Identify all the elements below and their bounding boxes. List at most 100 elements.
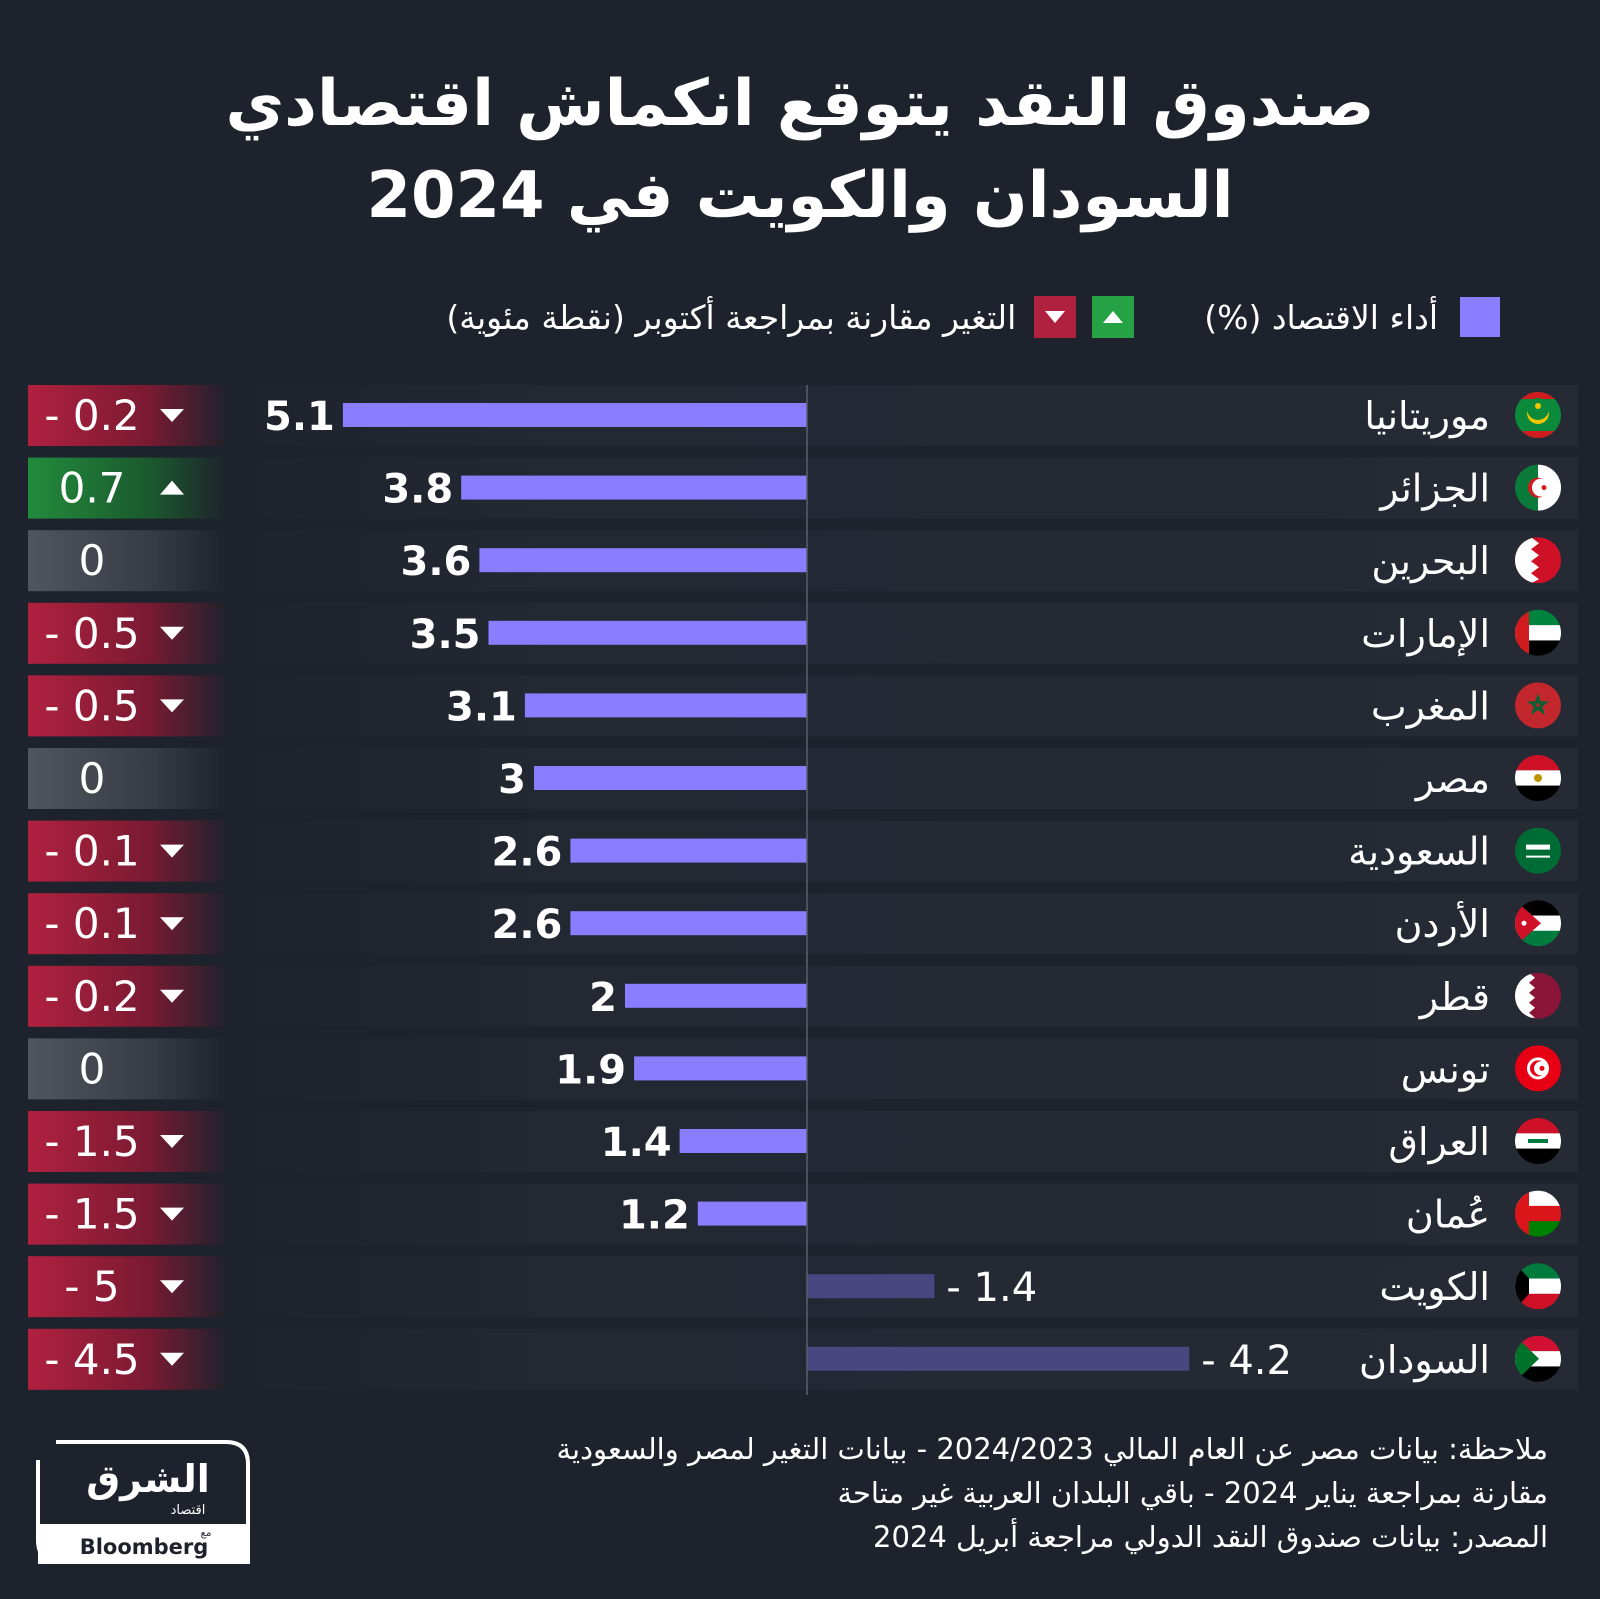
row-background <box>220 602 1578 664</box>
bar <box>461 475 807 500</box>
row-background <box>220 1183 1578 1245</box>
note-line-2: مقارنة بمراجعة يناير 2024 - باقي البلدان… <box>837 1476 1548 1510</box>
bar <box>625 983 807 1008</box>
legend-performance-swatch <box>1460 297 1500 337</box>
triangle-down-icon <box>160 699 184 713</box>
value-label: - 1.4 <box>946 1265 1037 1311</box>
change-cell <box>28 1111 228 1172</box>
country-label: الكويت <box>1379 1265 1490 1310</box>
change-cell <box>28 675 228 737</box>
egypt-flag-icon <box>1515 755 1561 801</box>
jordan-flag-icon <box>1515 900 1561 947</box>
logo-with: مع <box>201 1528 212 1539</box>
value-label: 1.4 <box>601 1120 672 1166</box>
bar <box>570 838 807 863</box>
table-row: 0 1.9 تونس <box>28 1038 1578 1100</box>
country-label: البحرين <box>1371 539 1490 584</box>
country-label: الأردن <box>1395 900 1490 946</box>
change-label: 0 <box>79 536 106 585</box>
country-label: موريتانيا <box>1364 394 1490 439</box>
change-label: - 0.5 <box>44 681 139 730</box>
row-background <box>220 1038 1578 1100</box>
change-cell <box>28 965 228 1027</box>
row-background <box>220 457 1578 519</box>
change-cell <box>28 1038 228 1100</box>
change-cell <box>28 457 228 519</box>
mauritania-flag-icon <box>1515 392 1561 438</box>
triangle-down-icon <box>160 626 184 640</box>
country-label: السعودية <box>1348 830 1490 875</box>
triangle-down-icon <box>160 1352 184 1366</box>
country-label: العراق <box>1389 1120 1490 1165</box>
logo-sub: اقتصاد <box>171 1503 206 1518</box>
bar <box>342 403 807 427</box>
change-label: - 1.5 <box>44 1117 139 1166</box>
change-label: 0.7 <box>59 464 126 513</box>
table-row: - 0.2 2 قطر <box>28 965 1578 1027</box>
footnote: ملاحظة: بيانات مصر عن العام المالي 2024/… <box>348 1427 1548 1559</box>
change-cell <box>28 530 228 592</box>
change-cell <box>28 385 228 446</box>
table-row: - 1.5 1.2 عُمان <box>28 1183 1578 1245</box>
triangle-up-icon <box>160 480 184 495</box>
row-background <box>220 820 1578 882</box>
row-background <box>220 965 1578 1027</box>
value-label: 3.1 <box>446 684 517 730</box>
change-cell <box>28 1256 228 1318</box>
title-line-2: السودان والكويت في 2024 <box>366 159 1234 233</box>
oman-flag-icon <box>1515 1190 1561 1237</box>
bar <box>534 766 807 790</box>
country-label: تونس <box>1401 1047 1490 1092</box>
triangle-down-icon <box>160 1135 184 1148</box>
morocco-flag-icon <box>1515 682 1561 729</box>
change-cell <box>28 1183 228 1245</box>
row-background <box>220 748 1578 809</box>
change-label: - 0.2 <box>44 972 139 1021</box>
value-label: 2 <box>589 975 617 1021</box>
change-label: - 1.5 <box>44 1190 139 1239</box>
value-label: 3 <box>498 757 526 803</box>
value-label: 2.6 <box>492 830 563 876</box>
country-label: السودان <box>1359 1338 1490 1383</box>
change-cell <box>28 1328 228 1390</box>
change-label: - 0.1 <box>44 899 139 948</box>
change-cell <box>28 748 228 809</box>
legend-performance-label: أداء الاقتصاد (%) <box>1204 297 1438 337</box>
note-line-3: المصدر: بيانات صندوق النقد الدولي مراجعة… <box>873 1520 1548 1554</box>
bar <box>524 693 807 718</box>
table-row: 0.7 3.8 الجزائر <box>28 457 1578 519</box>
table-row: - 0.5 3.5 الإمارات <box>28 602 1578 664</box>
change-label: - 0.1 <box>44 827 139 876</box>
bar-chart: - 0.2 5.1 موريتانيا 0.7 3.8 الجزائر 0 3.6 البحري… <box>28 385 1578 1395</box>
chart-title: صندوق النقد يتوقع انكماش اقتصادي السودان… <box>40 58 1560 242</box>
country-label: المغرب <box>1371 684 1490 729</box>
change-label: - 0.2 <box>44 391 139 440</box>
value-label: 3.5 <box>410 612 481 658</box>
triangle-down-icon <box>1034 296 1077 338</box>
table-row: - 5 - 1.4 الكويت <box>28 1256 1578 1318</box>
change-label: - 0.5 <box>44 609 139 658</box>
bar <box>634 1056 807 1081</box>
logo-bloomberg: Bloomberg <box>80 1535 209 1559</box>
value-label: 3.6 <box>401 539 472 585</box>
bar <box>488 620 807 645</box>
title-line-1: صندوق النقد يتوقع انكماش اقتصادي <box>225 67 1375 141</box>
table-row: - 1.5 1.4 العراق <box>28 1111 1578 1172</box>
bar <box>570 911 807 936</box>
table-row: - 0.2 5.1 موريتانيا <box>28 385 1578 446</box>
country-label: الجزائر <box>1378 467 1490 512</box>
bar <box>807 1346 1190 1371</box>
legend-change: التغير مقارنة بمراجعة أكتوبر (نقطة مئوية… <box>446 296 1135 338</box>
bar <box>679 1129 807 1153</box>
table-row: - 0.1 2.6 الأردن <box>28 893 1578 955</box>
change-label: - 5 <box>64 1262 119 1311</box>
change-cell <box>28 602 228 664</box>
asharq-bloomberg-logo: الشرق اقتصاد مع Bloomberg <box>36 1440 250 1564</box>
note-line-1: ملاحظة: بيانات مصر عن العام المالي 2024/… <box>556 1432 1548 1466</box>
tunisia-flag-icon <box>1515 1045 1561 1092</box>
logo-arabic: الشرق <box>86 1457 210 1501</box>
sudan-flag-icon <box>1515 1335 1561 1382</box>
legend: أداء الاقتصاد (%) التغير مقارنة بمراجعة … <box>90 288 1500 346</box>
change-cell <box>28 893 228 955</box>
triangle-down-icon <box>160 989 184 1003</box>
